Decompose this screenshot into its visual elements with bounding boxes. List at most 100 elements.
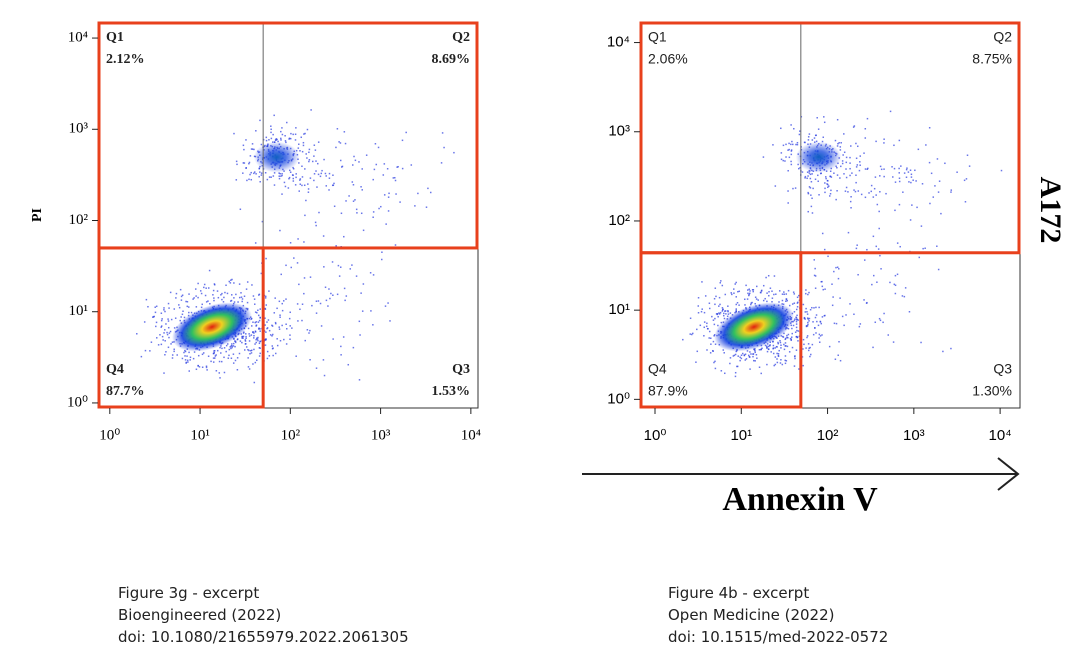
event-dot — [358, 161, 360, 163]
event-dot — [260, 272, 263, 275]
event-dot — [893, 167, 896, 170]
quadrant-percent: 8.75% — [972, 51, 1012, 67]
event-dot — [839, 146, 842, 148]
event-dot — [274, 352, 277, 355]
event-dot — [289, 334, 291, 336]
x-tick-label: 10¹ — [190, 427, 210, 443]
event-dot — [250, 171, 252, 174]
event-dot — [909, 169, 912, 171]
event-dot — [258, 347, 261, 349]
event-dot — [200, 306, 203, 309]
event-dot — [816, 320, 818, 323]
event-dot — [250, 178, 253, 181]
event-dot — [790, 143, 792, 146]
event-dot — [714, 287, 717, 289]
event-dot — [936, 245, 938, 247]
event-dot — [384, 305, 387, 307]
event-dot — [300, 136, 303, 139]
event-dot — [250, 349, 252, 352]
event-dot — [847, 231, 850, 234]
event-dot — [264, 317, 266, 319]
event-dot — [798, 133, 801, 136]
event-dot — [819, 321, 822, 323]
event-dot — [833, 322, 836, 325]
event-dot — [309, 177, 312, 179]
event-dot — [140, 355, 143, 358]
event-dot — [784, 160, 786, 162]
event-dot — [872, 235, 875, 238]
event-dot — [218, 372, 221, 374]
event-dot — [198, 366, 201, 368]
event-dot — [405, 131, 407, 134]
event-dot — [810, 353, 812, 356]
event-dot — [720, 280, 722, 282]
event-dot — [717, 324, 719, 327]
event-dot — [372, 216, 374, 218]
event-dot — [149, 350, 151, 352]
event-dot — [879, 165, 882, 168]
event-dot — [182, 310, 184, 312]
event-dot — [791, 303, 794, 305]
event-dot — [259, 180, 261, 183]
event-dot — [358, 379, 361, 381]
event-dot — [372, 324, 374, 326]
event-dot — [311, 304, 313, 307]
event-dot — [815, 332, 817, 334]
event-dot — [330, 292, 332, 295]
event-dot — [925, 144, 927, 146]
event-dot — [323, 158, 325, 161]
event-dot — [302, 144, 305, 147]
event-dot — [308, 151, 310, 154]
event-dot — [806, 335, 809, 337]
event-dot — [738, 290, 741, 293]
event-dot — [238, 352, 241, 355]
event-dot — [387, 196, 390, 198]
density-core — [795, 141, 842, 173]
event-dot — [896, 242, 899, 244]
caption: Figure 3g - excerpt Bioengineered (2022)… — [118, 582, 409, 648]
event-dot — [348, 195, 350, 197]
event-dot — [790, 149, 793, 151]
event-dot — [225, 284, 227, 287]
event-dot — [258, 327, 260, 329]
event-dot — [797, 330, 800, 332]
event-dot — [793, 355, 796, 358]
event-dot — [715, 295, 717, 298]
event-dot — [722, 314, 725, 317]
event-dot — [183, 351, 185, 354]
event-dot — [253, 172, 255, 175]
gate — [639, 21, 1021, 255]
event-dot — [157, 344, 160, 346]
event-dot — [796, 143, 799, 146]
event-dot — [266, 321, 268, 323]
event-dot — [171, 354, 174, 356]
event-dot — [276, 338, 278, 340]
event-dot — [790, 124, 792, 126]
event-dot — [894, 274, 897, 277]
event-dot — [325, 299, 328, 302]
event-dot — [833, 270, 835, 273]
event-dot — [443, 146, 445, 149]
event-dot — [309, 329, 311, 332]
event-dot — [320, 172, 323, 175]
event-dot — [792, 187, 794, 190]
event-dot — [697, 305, 700, 307]
event-dot — [898, 172, 900, 174]
event-dot — [265, 139, 268, 142]
event-dot — [851, 172, 853, 174]
event-dot — [163, 309, 165, 311]
event-dot — [748, 288, 751, 290]
event-dot — [299, 308, 301, 311]
event-dot — [781, 299, 784, 302]
event-dot — [246, 301, 249, 304]
event-dot — [782, 159, 784, 162]
event-dot — [749, 292, 751, 295]
event-dot — [233, 132, 235, 135]
event-dot — [303, 133, 305, 135]
event-dot — [255, 321, 258, 323]
event-dot — [244, 339, 247, 341]
event-dot — [714, 360, 716, 363]
event-dot — [352, 184, 355, 186]
event-dot — [313, 179, 315, 182]
event-dot — [745, 358, 748, 360]
